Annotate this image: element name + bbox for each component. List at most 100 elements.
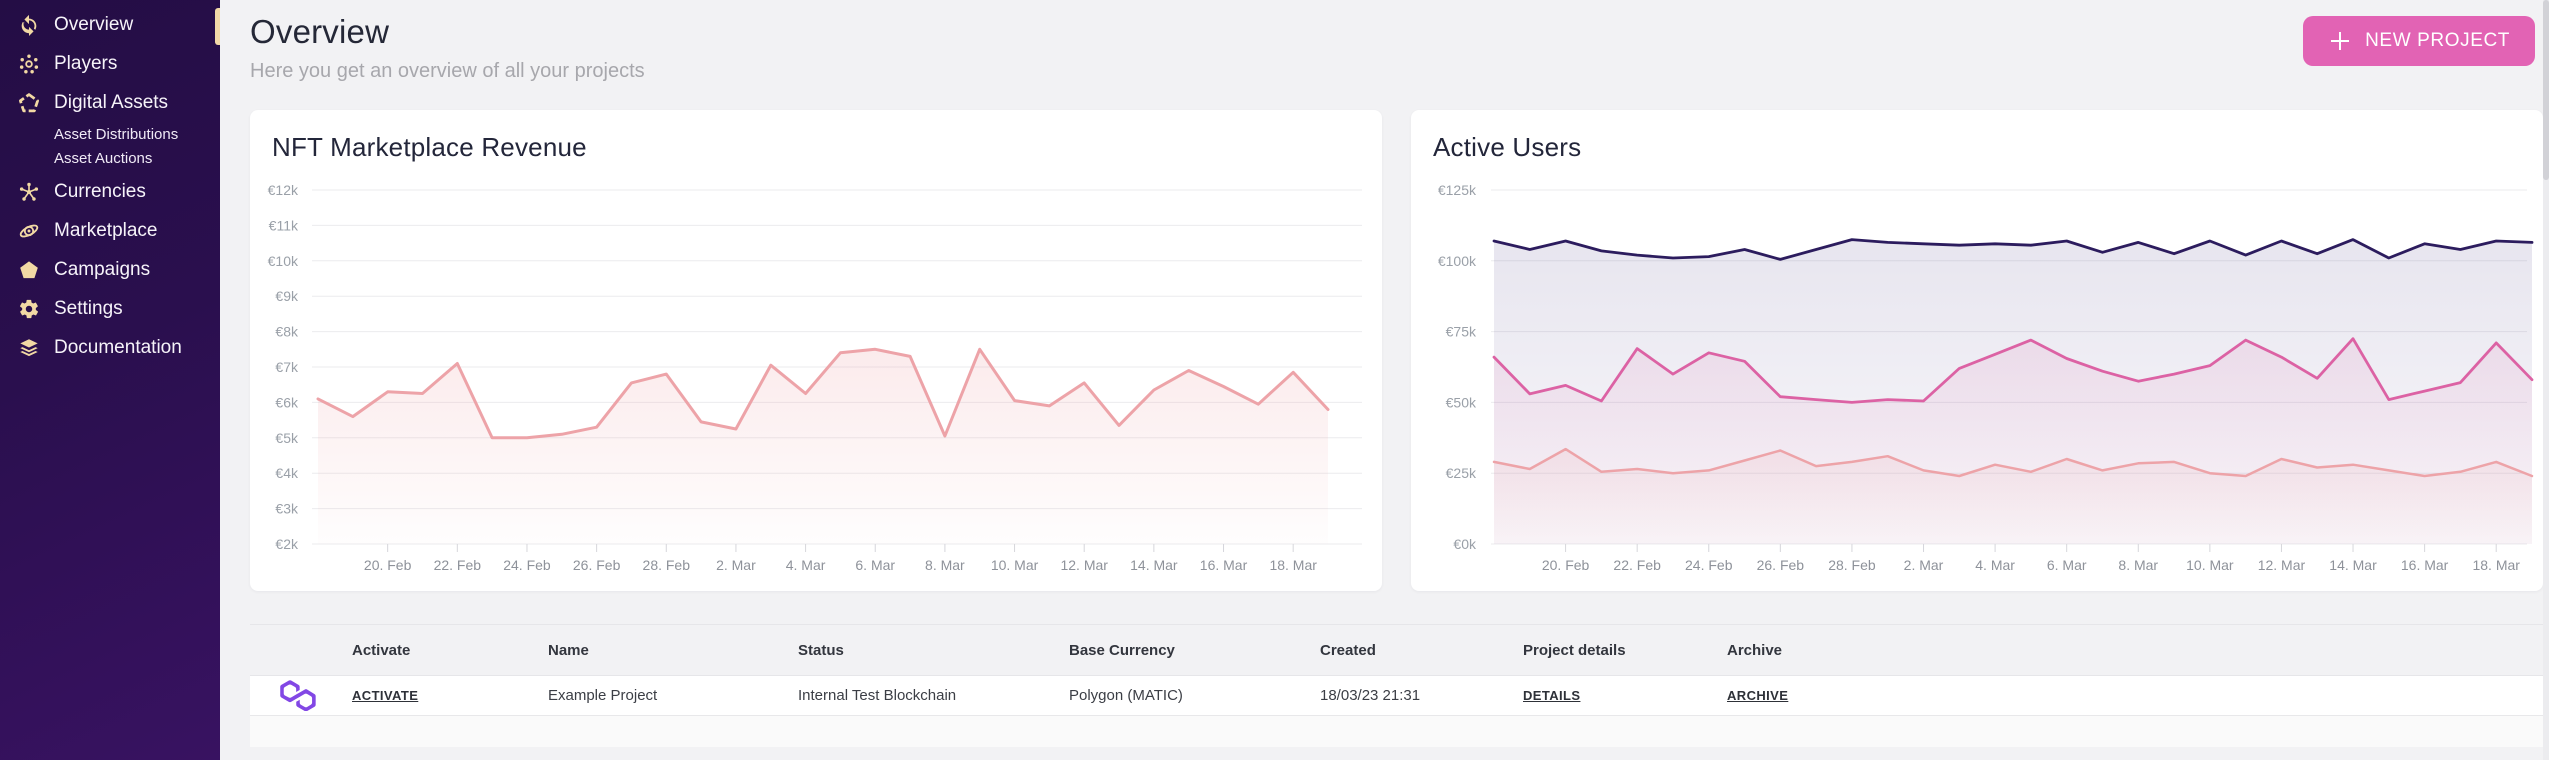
table-body: ACTIVATE Example Project Internal Test B…	[250, 676, 2543, 747]
sidebar-item-label: Overview	[54, 13, 134, 35]
gear-icon	[19, 299, 39, 318]
scrollbar-track[interactable]	[2543, 0, 2549, 760]
svg-text:€10k: €10k	[268, 253, 299, 269]
svg-text:€12k: €12k	[268, 182, 299, 198]
svg-text:22. Feb: 22. Feb	[434, 557, 482, 573]
table-header-project-details: Project details	[1523, 641, 1626, 659]
project-created: 18/03/23 21:31	[1320, 687, 1421, 704]
svg-text:€100k: €100k	[1438, 253, 1477, 269]
svg-text:2. Mar: 2. Mar	[716, 557, 756, 573]
sidebar-item-players[interactable]: Players	[0, 44, 220, 83]
archive-link[interactable]: ARCHIVE	[1727, 687, 1789, 703]
project-status: Internal Test Blockchain	[798, 687, 957, 704]
svg-text:26. Feb: 26. Feb	[573, 557, 621, 573]
svg-text:€50k: €50k	[1446, 394, 1477, 410]
svg-text:€8k: €8k	[275, 324, 299, 340]
table-header-created: Created	[1320, 641, 1376, 659]
sidebar-item-label: Digital Assets	[54, 91, 169, 113]
svg-text:€6k: €6k	[275, 394, 299, 410]
svg-text:€2k: €2k	[275, 536, 299, 552]
sidebar-item-asset-auctions[interactable]: Asset Auctions	[0, 146, 220, 170]
sidebar-item-label: Settings	[54, 297, 123, 319]
sidebar-item-marketplace[interactable]: Marketplace	[0, 211, 220, 250]
svg-text:24. Feb: 24. Feb	[1685, 557, 1733, 573]
svg-text:€75k: €75k	[1446, 324, 1477, 340]
table-header-archive: Archive	[1727, 641, 1783, 659]
sidebar-item-campaigns[interactable]: Campaigns	[0, 250, 220, 289]
svg-text:24. Feb: 24. Feb	[503, 557, 551, 573]
sidebar-item-currencies[interactable]: Currencies	[0, 172, 220, 211]
svg-text:6. Mar: 6. Mar	[2047, 557, 2087, 573]
svg-text:18. Mar: 18. Mar	[2472, 557, 2520, 573]
sidebar-item-digital-assets[interactable]: Digital Assets	[0, 83, 220, 122]
svg-text:8. Mar: 8. Mar	[2118, 557, 2158, 573]
chart-title: NFT Marketplace Revenue	[272, 132, 587, 162]
new-project-label: NEW PROJECT	[2365, 30, 2510, 51]
sidebar-nav: Overview Players Digital Assets Asset Di…	[0, 0, 220, 367]
svg-text:2. Mar: 2. Mar	[1904, 557, 1944, 573]
svg-text:28. Feb: 28. Feb	[1828, 557, 1876, 573]
sidebar-item-label: Campaigns	[54, 258, 151, 280]
sidebar-item-settings[interactable]: Settings	[0, 289, 220, 328]
page-header: Overview Here you get an overview of all…	[250, 0, 2543, 110]
projects-table: Activate Name Status Base Currency Creat…	[250, 624, 2543, 747]
details-link[interactable]: DETAILS	[1523, 687, 1581, 703]
svg-text:€3k: €3k	[275, 501, 299, 517]
nft-revenue-card: NFT Marketplace Revenue €12k €11k €10k €9k €…	[250, 110, 1382, 591]
svg-text:14. Mar: 14. Mar	[2329, 557, 2377, 573]
table-header-activate: Activate	[352, 641, 411, 659]
table-header-row: Activate Name Status Base Currency Creat…	[250, 624, 2543, 676]
sidebar-item-asset-distributions[interactable]: Asset Distributions	[0, 122, 220, 146]
table-filler	[250, 716, 2543, 747]
atom-icon	[19, 224, 39, 237]
sidebar-item-label: Players	[54, 52, 118, 74]
project-logo-cell	[250, 680, 352, 711]
activate-link[interactable]: ACTIVATE	[352, 687, 419, 703]
svg-text:€4k: €4k	[275, 465, 299, 481]
svg-text:28. Feb: 28. Feb	[643, 557, 691, 573]
svg-text:4. Mar: 4. Mar	[786, 557, 826, 573]
sync-icon	[21, 14, 37, 36]
svg-text:22. Feb: 22. Feb	[1613, 557, 1661, 573]
new-project-button[interactable]: NEW PROJECT	[2303, 16, 2535, 66]
scrollbar-thumb[interactable]	[2543, 0, 2549, 180]
svg-text:16. Mar: 16. Mar	[1200, 557, 1248, 573]
svg-text:10. Mar: 10. Mar	[2186, 557, 2234, 573]
svg-text:16. Mar: 16. Mar	[2401, 557, 2449, 573]
svg-text:€125k: €125k	[1438, 182, 1477, 198]
table-header-status: Status	[798, 641, 844, 659]
active-users-card: Active Users €125k €100k €75k €50k €25k €0k 20…	[1411, 110, 2543, 591]
table-row: ACTIVATE Example Project Internal Test B…	[250, 676, 2543, 716]
sidebar-subitem-label: Asset Distributions	[54, 125, 179, 143]
main-content: Overview Here you get an overview of all…	[220, 0, 2549, 760]
svg-text:4. Mar: 4. Mar	[1975, 557, 2015, 573]
sidebar-item-label: Documentation	[54, 336, 182, 358]
page-subtitle: Here you get an overview of all your pro…	[250, 60, 645, 82]
page-title: Overview	[250, 13, 390, 50]
project-name: Example Project	[548, 687, 658, 704]
svg-text:26. Feb: 26. Feb	[1757, 557, 1805, 573]
sidebar-item-overview[interactable]: Overview	[0, 5, 220, 44]
polygon-logo	[280, 680, 316, 711]
sidebar: Overview Players Digital Assets Asset Di…	[0, 0, 220, 760]
layers-icon	[20, 338, 38, 356]
players-icon	[19, 54, 39, 73]
sidebar-item-documentation[interactable]: Documentation	[0, 328, 220, 367]
svg-text:€5k: €5k	[275, 430, 299, 446]
active-users-chart: €125k €100k €75k €50k €25k €0k 20. Feb 22. Feb 2…	[1411, 170, 2543, 591]
nft-revenue-chart: €12k €11k €10k €9k €8k €7k €6k €5k €4k €3k €2k 20. …	[250, 170, 1382, 591]
sidebar-item-label: Currencies	[54, 180, 146, 202]
sidebar-item-label: Marketplace	[54, 219, 158, 241]
svg-text:12. Mar: 12. Mar	[2258, 557, 2306, 573]
chart-title: Active Users	[1433, 132, 1582, 162]
svg-text:10. Mar: 10. Mar	[991, 557, 1039, 573]
svg-text:8. Mar: 8. Mar	[925, 557, 965, 573]
svg-text:€11k: €11k	[269, 217, 299, 233]
svg-text:18. Mar: 18. Mar	[1269, 557, 1317, 573]
svg-text:€25k: €25k	[1446, 465, 1477, 481]
table-header-base-currency: Base Currency	[1069, 641, 1175, 659]
active-item-indicator	[215, 8, 220, 45]
svg-text:20. Feb: 20. Feb	[1542, 557, 1590, 573]
svg-text:€7k: €7k	[275, 359, 299, 375]
svg-text:20. Feb: 20. Feb	[364, 557, 412, 573]
